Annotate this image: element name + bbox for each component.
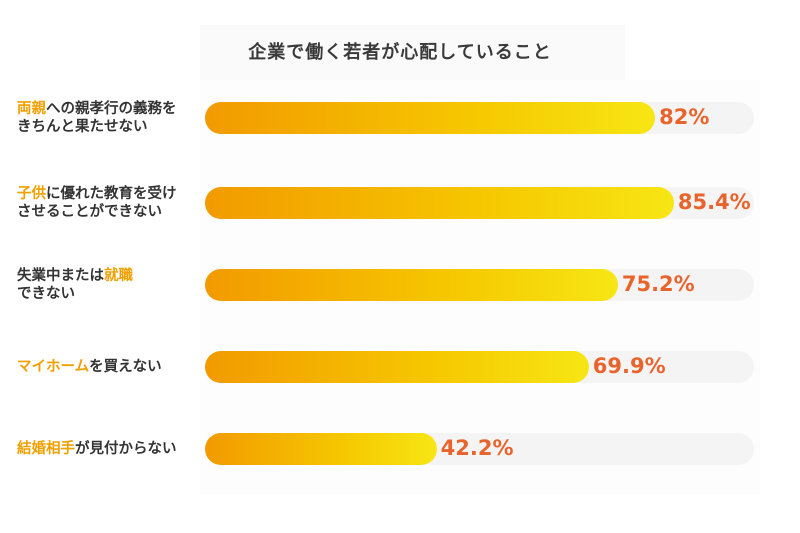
- category-label-highlight: 子供: [17, 186, 46, 202]
- bar: [205, 269, 618, 301]
- bar: [205, 433, 437, 465]
- category-label-text: が見付からない: [75, 441, 177, 457]
- category-label: 結婚相手が見付からない: [17, 440, 212, 458]
- chart-title: 企業で働く若者が心配していること: [248, 42, 552, 63]
- category-label-text: させることができない: [17, 204, 162, 220]
- value-label: 85.4%: [677, 190, 751, 214]
- category-label-highlight: 両親: [17, 101, 46, 117]
- bar: [205, 351, 589, 383]
- value-label: 75.2%: [621, 272, 695, 296]
- category-label: 両親への親孝行の義務をきちんと果たせない: [17, 100, 212, 136]
- category-label-highlight: 就職: [104, 268, 133, 284]
- category-label: 子供に優れた教育を受けさせることができない: [17, 185, 212, 221]
- category-label-highlight: マイホーム: [17, 359, 90, 375]
- category-label-text: 失業中または: [17, 268, 104, 284]
- category-label: マイホームを買えない: [17, 358, 212, 376]
- value-label: 42.2%: [440, 436, 514, 460]
- category-label-text: に優れた教育を受け: [46, 186, 177, 202]
- category-label-text: できない: [17, 286, 75, 302]
- category-label-text: きちんと果たせない: [17, 119, 148, 135]
- category-label-text: への親孝行の義務を: [46, 101, 177, 117]
- value-label: 82%: [659, 105, 710, 129]
- category-label-highlight: 結婚相手: [17, 441, 75, 457]
- title-background: [200, 25, 625, 80]
- bar: [205, 187, 674, 219]
- value-label: 69.9%: [592, 354, 666, 378]
- category-label-text: を買えない: [89, 359, 162, 375]
- category-label: 失業中または就職できない: [17, 267, 212, 303]
- bar: [205, 102, 656, 134]
